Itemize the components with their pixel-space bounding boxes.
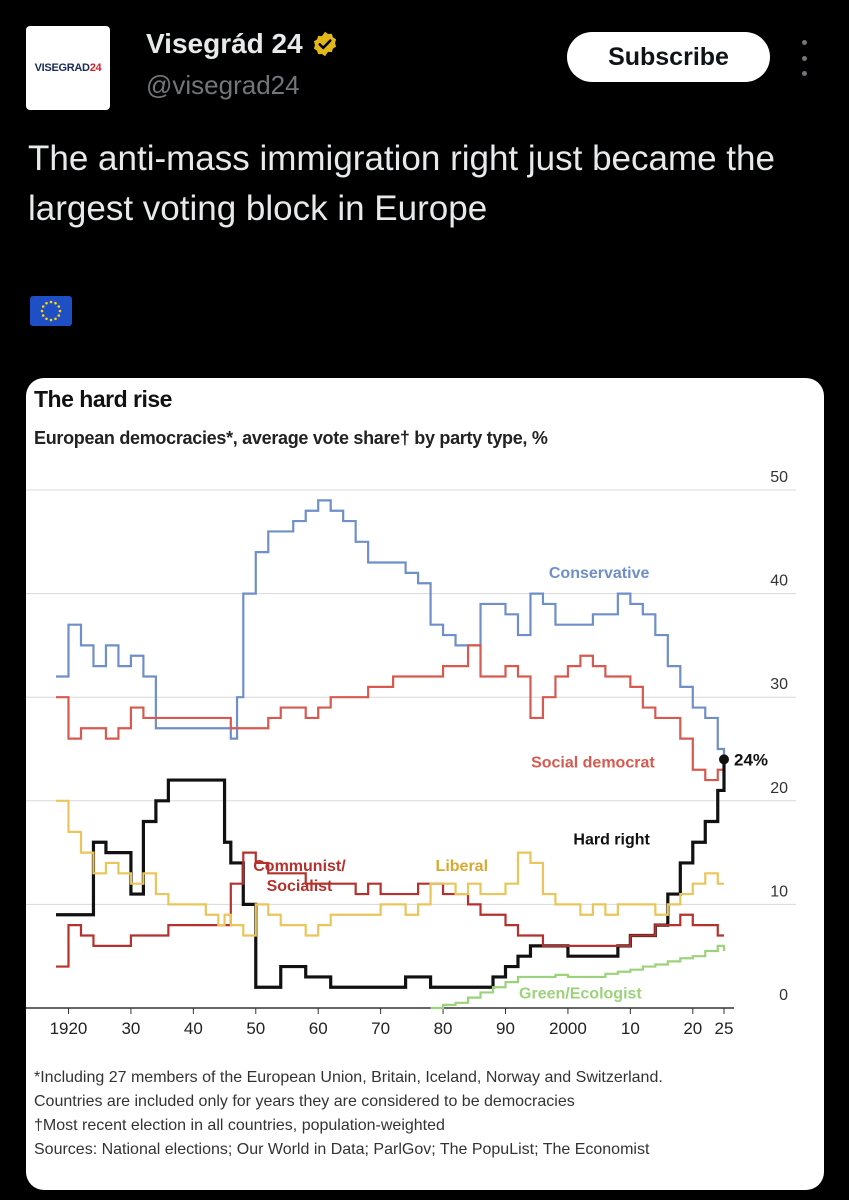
x-tick-label-50: 50	[246, 1019, 265, 1038]
y-tick-label-40: 40	[770, 573, 788, 590]
series-label-hard-right: Hard right	[573, 831, 650, 848]
x-tick-label-25: 25	[715, 1019, 734, 1038]
y-tick-label-0: 0	[779, 987, 788, 1004]
series-label-liberal: Liberal	[436, 858, 488, 875]
x-tick-label-80: 80	[434, 1019, 453, 1038]
tweet-text: The anti-mass immigration right just bec…	[28, 139, 775, 228]
subscribe-button[interactable]: Subscribe	[567, 32, 770, 82]
more-options-icon[interactable]	[794, 40, 814, 76]
series-line-communist-socialist	[56, 851, 724, 968]
x-tick-label-10: 10	[621, 1019, 640, 1038]
y-tick-label-10: 10	[770, 883, 788, 900]
chart-subtitle: European democracies*, average vote shar…	[34, 428, 548, 448]
x-tick-label-40: 40	[184, 1019, 203, 1038]
y-tick-label-20: 20	[770, 780, 788, 797]
footnote-1: *Including 27 members of the European Un…	[34, 1069, 663, 1086]
end-point-marker	[719, 754, 729, 765]
x-tick-label-60: 60	[309, 1019, 328, 1038]
x-tick-label-1920: 1920	[50, 1019, 88, 1038]
series-label-conservative: Conservative	[549, 565, 650, 582]
chart-title: The hard rise	[34, 386, 172, 412]
footnote-4: Sources: National elections; Our World i…	[34, 1141, 650, 1158]
chart-plot: 0 10 20 30 40 50 1920 30 40 50 60 70 80 90 2000 10 20 25 C…	[26, 469, 796, 1038]
eu-flag-icon	[30, 296, 72, 326]
series-label-social-democrat: Social democrat	[531, 755, 655, 772]
x-tick-label-70: 70	[371, 1019, 390, 1038]
series-label-communist-socialist: Communist/Socialist	[253, 858, 346, 895]
series-line-green-ecologist	[430, 944, 726, 1010]
x-tick-label-30: 30	[121, 1019, 140, 1038]
end-value-label: 24%	[734, 750, 768, 769]
footnote-3: †Most recent election in all countries, …	[34, 1117, 445, 1134]
x-tick-label-2000: 2000	[549, 1019, 587, 1038]
series-line-conservative	[56, 499, 726, 760]
verified-badge-icon	[313, 31, 336, 57]
series-line-liberal	[56, 799, 724, 937]
avatar[interactable]: VISEGRAD24	[26, 26, 110, 110]
display-name[interactable]: Visegrád 24	[146, 28, 303, 59]
account-name-row: Visegrád 24	[146, 28, 339, 60]
account-handle[interactable]: @visegrad24	[146, 70, 300, 100]
chart-footnotes: *Including 27 members of the European Un…	[34, 1066, 814, 1162]
y-tick-label-50: 50	[770, 469, 788, 486]
series-line-social-democrat	[56, 644, 724, 782]
x-tick-label-90: 90	[496, 1019, 515, 1038]
x-tick-label-20: 20	[683, 1019, 702, 1038]
account-logo: VISEGRAD24	[34, 62, 102, 74]
footnote-2: Countries are included only for years th…	[34, 1093, 575, 1110]
y-tick-label-30: 30	[770, 676, 788, 693]
chart-card[interactable]: The hard rise European democracies*, ave…	[26, 378, 824, 1190]
series-label-green-ecologist: Green/Ecologist	[519, 986, 642, 1003]
